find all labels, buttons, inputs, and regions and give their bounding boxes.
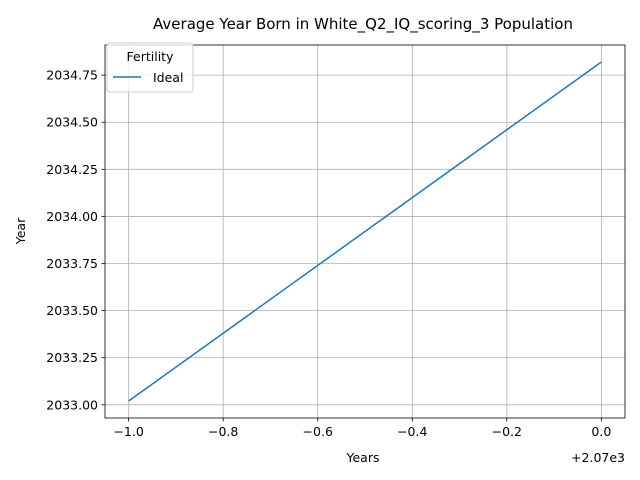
y-axis-label: Year xyxy=(13,217,28,245)
x-tick-label: −1.0 xyxy=(113,424,143,439)
series-line-ideal xyxy=(128,61,602,402)
x-axis-label: Years xyxy=(346,450,380,465)
y-tick-label: 2034.00 xyxy=(46,209,98,224)
y-tick-label: 2034.50 xyxy=(46,115,98,130)
legend-box xyxy=(106,42,194,93)
legend-label-ideal: Ideal xyxy=(153,70,183,85)
legend: Fertility Ideal xyxy=(106,42,194,93)
x-axis-offset-text: +2.07e3 xyxy=(571,450,625,465)
y-tick-label: 2034.25 xyxy=(46,162,98,177)
y-tick-label: 2033.75 xyxy=(46,256,98,271)
x-axis-ticks: −1.0 −0.8 −0.6 −0.4 −0.2 0.0 xyxy=(113,418,611,439)
y-axis-ticks: 2033.00 2033.25 2033.50 2033.75 2034.00 2034.… xyxy=(46,68,105,412)
x-tick-label: 0.0 xyxy=(591,424,611,439)
x-tick-label: −0.2 xyxy=(492,424,522,439)
chart-title: Average Year Born in White_Q2_IQ_scoring… xyxy=(153,15,573,34)
y-tick-label: 2034.75 xyxy=(46,68,98,83)
plot-frame xyxy=(104,44,626,419)
x-tick-label: −0.8 xyxy=(208,424,238,439)
x-tick-label: −0.4 xyxy=(397,424,427,439)
y-tick-label: 2033.50 xyxy=(46,303,98,318)
y-tick-label: 2033.00 xyxy=(46,397,98,412)
legend-title: Fertility xyxy=(127,49,175,64)
y-tick-label: 2033.25 xyxy=(46,350,98,365)
series-group xyxy=(128,61,602,402)
grid-lines xyxy=(105,45,625,418)
x-tick-label: −0.6 xyxy=(303,424,333,439)
